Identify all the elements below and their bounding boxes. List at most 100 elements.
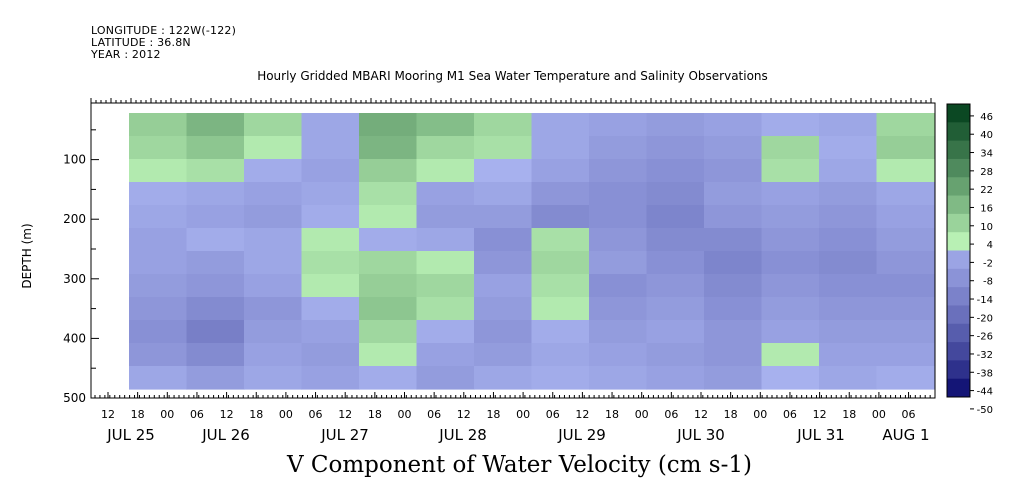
- heatmap-cell: [301, 274, 360, 298]
- heatmap-cell: [359, 251, 418, 275]
- x-hour-label: 18: [486, 408, 500, 421]
- colorbar-label: 16: [980, 203, 993, 214]
- heatmap-cell: [301, 182, 360, 206]
- heatmap-cell: [244, 159, 303, 183]
- x-date-label: JUL 26: [201, 426, 250, 444]
- heatmap-cell: [819, 136, 878, 160]
- heatmap-cell: [301, 228, 360, 252]
- colorbar-segment: [947, 342, 970, 361]
- heatmap-cell: [186, 159, 245, 183]
- heatmap-cell: [129, 366, 188, 390]
- x-date-label: JUL 27: [320, 426, 369, 444]
- x-hour-label: 12: [813, 408, 827, 421]
- x-hour-label: 06: [546, 408, 560, 421]
- heatmap-cell: [531, 205, 590, 229]
- heatmap-cell: [704, 297, 763, 321]
- colorbar-segment: [947, 104, 970, 123]
- heatmap-cell: [474, 113, 533, 137]
- heatmap-cell: [646, 228, 705, 252]
- heatmap-cell: [359, 343, 418, 367]
- heatmap-cell: [129, 251, 188, 275]
- heatmap-cell: [359, 113, 418, 137]
- longitude-label: LONGITUDE : 122W(-122): [91, 24, 237, 37]
- heatmap-cell: [416, 274, 475, 298]
- heatmap-cell: [186, 297, 245, 321]
- y-axis-ticks: 100 200 300 400 500: [63, 129, 99, 405]
- heatmap-cell: [129, 182, 188, 206]
- heatmap-cell: [531, 320, 590, 344]
- x-hour-label: 00: [753, 408, 767, 421]
- colorbar-segment: [947, 323, 970, 343]
- colorbar-segment: [947, 158, 970, 178]
- colorbar-label: 40: [980, 130, 993, 141]
- heatmap-cell: [186, 251, 245, 275]
- heatmap-cell: [819, 251, 878, 275]
- heatmap-cell: [474, 366, 533, 390]
- heatmap-cell: [761, 297, 820, 321]
- heatmap-cell: [129, 113, 188, 137]
- heatmap-cell: [474, 159, 533, 183]
- heatmap-cell: [359, 366, 418, 390]
- heatmap-cell: [244, 182, 303, 206]
- heatmap-cell: [474, 205, 533, 229]
- colorbar-label: -26: [977, 332, 993, 343]
- heatmap-cell: [876, 182, 935, 206]
- heatmap-cell: [186, 366, 245, 390]
- heatmap-cell: [876, 320, 935, 344]
- heatmap-cell: [704, 343, 763, 367]
- heatmap-cell: [244, 366, 303, 390]
- heatmap-cell: [589, 159, 648, 183]
- colorbar-segment: [947, 305, 970, 325]
- heatmap-cell: [416, 205, 475, 229]
- heatmap-cell: [129, 159, 188, 183]
- heatmap-cell: [531, 343, 590, 367]
- heatmap-cell: [704, 228, 763, 252]
- heatmap-cell: [876, 366, 935, 390]
- heatmap-cell: [704, 205, 763, 229]
- heatmap-cell: [646, 274, 705, 298]
- heatmap-cell: [129, 136, 188, 160]
- colorbar-label: -38: [977, 368, 993, 379]
- heatmap-cell: [761, 228, 820, 252]
- colorbar-label: 46: [980, 112, 993, 123]
- colorbar-border: [946, 103, 971, 398]
- latitude-label: LATITUDE : 36.8N: [91, 36, 191, 49]
- heatmap-cell: [761, 274, 820, 298]
- x-hour-label: 18: [131, 408, 145, 421]
- heatmap-cell: [531, 113, 590, 137]
- colorbar-segment: [947, 378, 970, 398]
- colorbar-segment: [947, 213, 970, 233]
- y-tick-label: 100: [63, 153, 86, 167]
- heatmap-cell: [244, 228, 303, 252]
- heatmap-cell: [704, 182, 763, 206]
- x-axis-ticks: 12 18 00 06 12 18 00 06 12 18 00 06 12 18 00 06 12 18 00 06…: [94, 392, 931, 444]
- heatmap-cell: [646, 251, 705, 275]
- x-date-label: JUL 28: [438, 426, 487, 444]
- heatmap-cell: [761, 343, 820, 367]
- x-hour-label: 00: [160, 408, 174, 421]
- x-hour-label: 00: [279, 408, 293, 421]
- heatmap-cell: [186, 228, 245, 252]
- x-hour-label: 12: [220, 408, 234, 421]
- colorbar-label: 34: [980, 149, 993, 160]
- x-hour-label: 06: [427, 408, 441, 421]
- heatmap-cell: [359, 182, 418, 206]
- heatmap-cell: [359, 205, 418, 229]
- heatmap-cell: [646, 136, 705, 160]
- heatmap-cell: [646, 205, 705, 229]
- heatmap-cell: [704, 366, 763, 390]
- heatmap-cell: [646, 182, 705, 206]
- x-date-label: AUG 1: [882, 426, 929, 444]
- heatmap-cell: [876, 251, 935, 275]
- heatmap-cell: [244, 113, 303, 137]
- heatmap-cell: [589, 228, 648, 252]
- heatmap-cell: [186, 343, 245, 367]
- x-hour-label: 06: [783, 408, 797, 421]
- heatmap-cell: [186, 320, 245, 344]
- heatmap-cell: [474, 297, 533, 321]
- heatmap-cell: [819, 205, 878, 229]
- x-hour-label: 12: [457, 408, 471, 421]
- colorbar: 46 40 34 28 22 16 10 4 -2 -8 -14 -20 -26 -32 -38 -44 -50: [946, 103, 993, 416]
- heatmap-cell: [416, 251, 475, 275]
